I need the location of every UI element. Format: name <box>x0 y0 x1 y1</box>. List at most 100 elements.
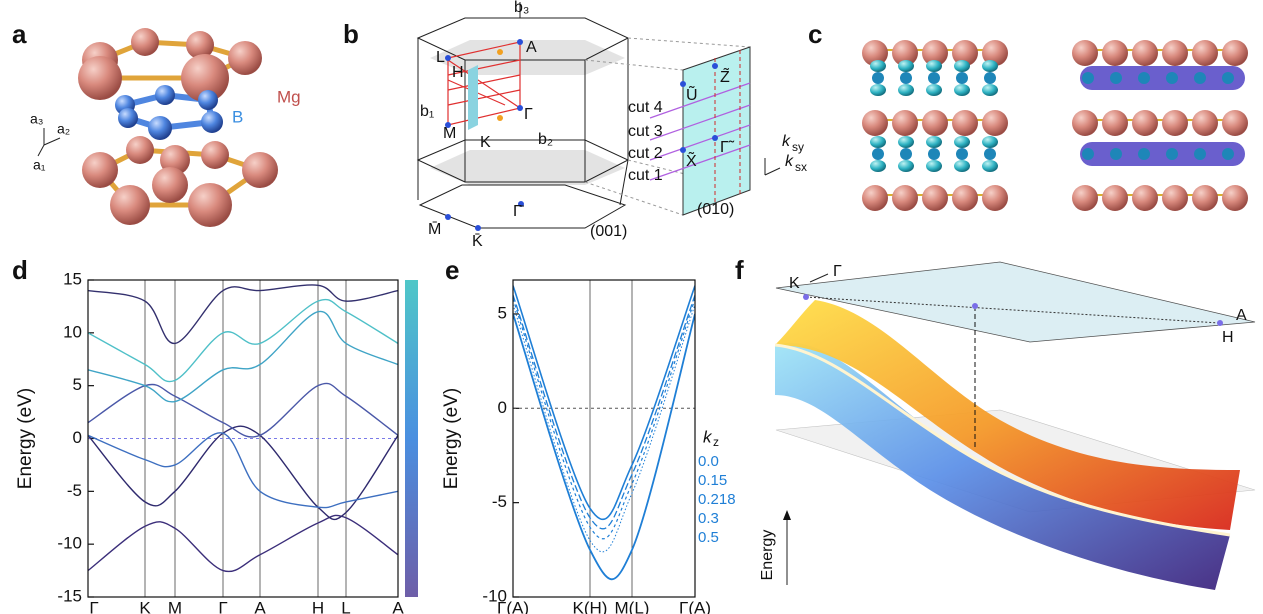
label: K <box>789 275 800 292</box>
mg-atom <box>1102 40 1128 66</box>
x-tick-label: Γ <box>89 598 98 614</box>
charge-lobe <box>898 84 914 96</box>
mg-atom <box>952 40 978 66</box>
y-tick-label: -10 <box>57 534 82 553</box>
b-atom <box>928 72 940 84</box>
panel-label: f <box>735 255 744 285</box>
axis-label: a₃ <box>30 111 44 127</box>
charge-lobe <box>982 60 998 72</box>
b-atom <box>928 148 940 160</box>
b-label: B <box>232 107 243 126</box>
label: X̃ <box>686 151 697 171</box>
points <box>680 63 718 153</box>
mg-atom <box>892 40 918 66</box>
b-atom <box>872 148 884 160</box>
mg-atom <box>982 110 1008 136</box>
band <box>88 298 398 383</box>
label: K̄ <box>472 233 483 250</box>
band <box>88 425 398 521</box>
label: Z̃ <box>720 67 730 87</box>
y-axis-title: Energy (eV) <box>15 388 36 489</box>
label: A <box>526 39 537 56</box>
mg-atom <box>1162 40 1188 66</box>
points <box>445 39 524 231</box>
b-atom <box>900 148 912 160</box>
b-atom <box>1166 72 1178 84</box>
charge-lobe <box>870 136 886 148</box>
y-tick-label: 10 <box>63 322 82 341</box>
atoms <box>862 40 1248 211</box>
band-surface <box>775 300 1240 530</box>
charge-lobe <box>926 136 942 148</box>
charge-lobe <box>926 84 942 96</box>
mg-atom <box>228 41 262 75</box>
mg-atom <box>922 110 948 136</box>
band <box>513 285 695 521</box>
mg-atom <box>922 40 948 66</box>
charge-lobe <box>954 136 970 148</box>
plot-frame <box>87 279 399 598</box>
point <box>497 115 503 121</box>
b-atom <box>1194 72 1206 84</box>
label: b₁ <box>420 103 434 120</box>
mg-atom <box>82 152 118 188</box>
charge-lobe <box>982 136 998 148</box>
panel-label: e <box>445 255 459 285</box>
label: cut 4 <box>628 99 663 116</box>
b-atom <box>201 111 223 133</box>
label: k <box>782 133 791 150</box>
mg-atom <box>862 185 888 211</box>
brillouin-zone <box>416 2 630 229</box>
panel-label: a <box>12 19 27 49</box>
x-tick-label: H <box>312 598 324 614</box>
label: Ũ <box>686 84 698 104</box>
charge-lobe <box>898 160 914 172</box>
charge-lobe <box>870 160 886 172</box>
label: Γ <box>833 263 842 280</box>
x-tick-label: Γ <box>218 598 227 614</box>
label: M̄ <box>428 221 441 238</box>
b-atom <box>984 148 996 160</box>
charge-lobe <box>870 60 886 72</box>
y-tick-label: -5 <box>67 481 82 500</box>
plot-frame <box>512 279 696 598</box>
legend-title: z <box>713 435 719 449</box>
label: (001) <box>590 223 627 240</box>
charge-lobe <box>898 60 914 72</box>
cut-plane <box>468 65 478 130</box>
charge-density <box>1080 142 1245 166</box>
mg-atom <box>126 136 154 164</box>
b-atom <box>872 72 884 84</box>
label: cut 3 <box>628 123 663 140</box>
mg-atom <box>188 183 232 227</box>
mg-atom <box>892 185 918 211</box>
points <box>803 294 1223 326</box>
charge-lobe <box>954 84 970 96</box>
label: cut 2 <box>628 145 663 162</box>
y-tick-label: 5 <box>73 375 82 394</box>
b-atom <box>198 90 218 110</box>
mg-atom <box>922 185 948 211</box>
label: K <box>480 134 491 151</box>
b-atom <box>1222 72 1234 84</box>
x-tick-label: Γ(A) <box>679 598 711 614</box>
panel-f: f K Γ A H Energy <box>735 255 1256 590</box>
band <box>88 514 398 573</box>
label: A <box>1236 307 1247 324</box>
mg-atom <box>1222 40 1248 66</box>
legend-entry: 0.3 <box>698 510 719 527</box>
y-axis-title: Energy (eV) <box>441 388 462 489</box>
mg-atom <box>892 110 918 136</box>
mg-atom <box>1132 185 1158 211</box>
y-tick-label: -5 <box>492 492 507 511</box>
mg-label: Mg <box>277 87 301 106</box>
mg-atom <box>952 185 978 211</box>
mg-atom <box>152 167 188 203</box>
mg-atom <box>181 54 229 102</box>
point <box>497 49 503 55</box>
atoms <box>78 28 278 227</box>
b-atom <box>1082 148 1094 160</box>
label: Γ̄ <box>513 203 525 220</box>
b-atom <box>148 116 172 140</box>
